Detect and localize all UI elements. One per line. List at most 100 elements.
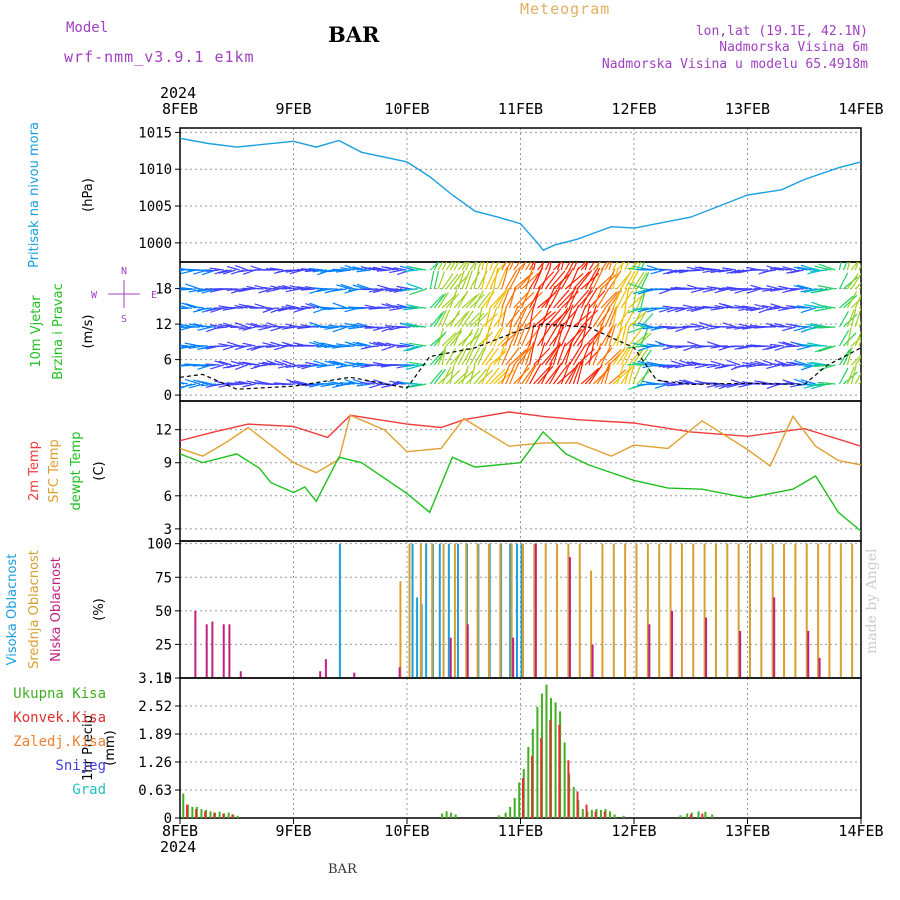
wind-barb	[766, 345, 780, 350]
wind-barb	[429, 312, 443, 328]
wind-barb	[180, 383, 197, 388]
mid_cloud-bar	[783, 543, 786, 678]
wind-barb	[214, 360, 228, 366]
wind-barb	[437, 291, 449, 309]
wind-barb	[433, 368, 446, 385]
wind-barb	[666, 307, 681, 313]
wind-barb	[445, 273, 459, 290]
wind-barb	[521, 286, 532, 309]
y-tick-label: 1.26	[138, 755, 172, 771]
wind-barb	[552, 262, 563, 271]
total_precip-bar	[581, 809, 584, 818]
wind-barb	[742, 345, 757, 349]
wind-barb	[457, 270, 465, 290]
wind-barb	[409, 288, 427, 296]
wind-barb	[235, 364, 248, 371]
wind-barb	[213, 345, 228, 348]
wind-barb	[525, 309, 542, 328]
wind-barb	[850, 272, 861, 290]
wind-barb	[312, 269, 328, 273]
mid_cloud-bar	[465, 543, 468, 678]
wind-barb	[481, 347, 494, 366]
wind-barb	[262, 324, 276, 328]
wind-barb	[580, 286, 593, 309]
mid_cloud-bar	[726, 543, 729, 678]
low_cloud-bar	[648, 624, 651, 678]
wind-barb	[180, 345, 192, 349]
y-tick-label: 0	[164, 811, 172, 827]
wind-barb	[628, 348, 642, 366]
wind-barb	[485, 367, 500, 385]
total_precip-bar	[536, 706, 539, 818]
mid_cloud-bar	[635, 543, 638, 678]
wind-barb	[246, 362, 260, 366]
location-label: lon,lat (19.1E, 42.1N)	[695, 24, 868, 39]
mid_cloud-bar	[578, 543, 581, 678]
wind-barb	[469, 364, 476, 385]
x-tick-label-bottom: 8FEB	[162, 822, 198, 840]
footer-station: BAR	[328, 862, 357, 877]
wind-barb	[608, 324, 616, 347]
wind-barb	[572, 271, 590, 290]
wind-barb	[560, 308, 578, 328]
y-axis-label: Niska Oblacnost	[49, 557, 64, 662]
wind-barb	[262, 286, 276, 290]
wind-barb	[858, 320, 861, 328]
x-tick-label-top: 13FEB	[725, 100, 770, 118]
wind-barb	[408, 342, 427, 347]
wind-barb	[469, 312, 485, 328]
y-axis-label: 2m Temp	[27, 441, 42, 501]
wind-barb	[399, 305, 415, 309]
wind-barb	[532, 262, 536, 271]
conv_precip-bar	[558, 724, 561, 818]
wind-barb	[777, 363, 792, 366]
wind-barb	[493, 326, 504, 347]
wind-barb	[750, 361, 765, 366]
wind-barb	[702, 288, 717, 293]
x-tick-label-bottom: 12FEB	[611, 822, 656, 840]
wind-barb	[453, 327, 462, 347]
wind-barb	[576, 262, 587, 271]
wind-barb	[339, 382, 355, 385]
wind-barb	[640, 272, 650, 290]
wind-barb	[356, 341, 371, 347]
wind-barb	[690, 288, 705, 294]
wind-barb	[473, 269, 480, 290]
mid_cloud-bar	[510, 543, 513, 678]
wind-barb	[532, 267, 544, 290]
wind-barb	[568, 266, 580, 290]
wind-barb	[505, 363, 516, 385]
wind-barb	[501, 267, 509, 290]
wind-barb	[584, 262, 589, 271]
wind-barb	[509, 286, 517, 309]
wind-barb	[301, 305, 316, 309]
wind-barb	[368, 342, 383, 347]
total_precip-bar	[513, 798, 516, 818]
wind-barb	[521, 306, 534, 328]
wind-barb	[600, 291, 618, 309]
wind-barb	[687, 341, 701, 347]
wind-barb	[568, 362, 580, 385]
wind-barb	[493, 268, 499, 290]
wind-barb	[718, 288, 733, 291]
conv_precip-bar	[204, 811, 207, 818]
wind-barb	[230, 383, 244, 386]
wind-barb	[441, 262, 448, 271]
wind-barb	[690, 323, 705, 328]
wind-barb	[584, 287, 598, 309]
wind-barb	[666, 364, 681, 369]
mid_cloud-bar	[851, 543, 854, 678]
wind-barb	[679, 359, 693, 366]
wind-barb	[281, 284, 296, 290]
wind-barb	[304, 361, 320, 366]
wind-barb	[281, 269, 296, 272]
wind-barb	[658, 364, 673, 368]
wind-barb	[525, 342, 534, 366]
wind-barb	[814, 288, 832, 293]
wind-barb	[702, 363, 717, 366]
wind-barb	[180, 288, 196, 291]
wind-barb	[588, 364, 603, 385]
wind-barb	[238, 380, 252, 385]
wind-barb	[461, 365, 470, 385]
wind-barb	[666, 288, 681, 291]
